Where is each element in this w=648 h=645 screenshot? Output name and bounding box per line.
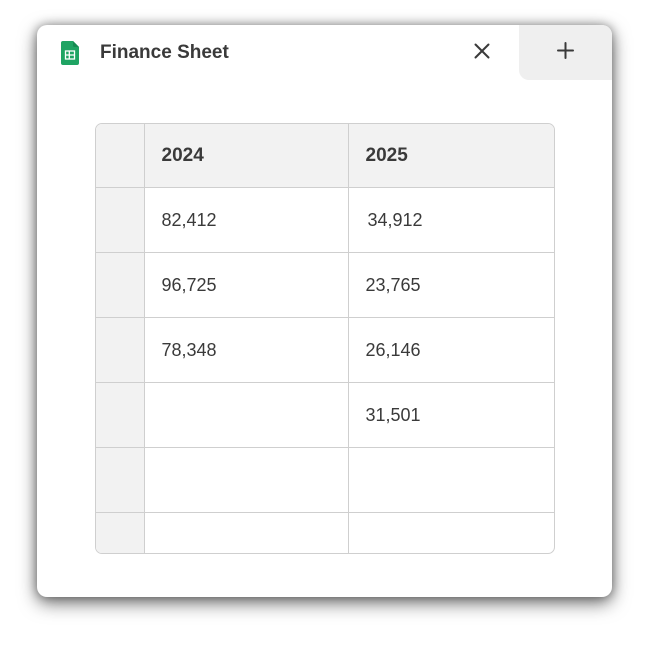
table-row: 31,501 xyxy=(96,382,554,448)
window-title: Finance Sheet xyxy=(100,42,229,63)
table-cell[interactable]: 31,501 xyxy=(348,382,554,448)
table-cell[interactable]: 78,348 xyxy=(144,317,349,383)
row-header[interactable] xyxy=(96,252,145,318)
table-row xyxy=(96,447,554,513)
table-cell[interactable]: 23,765 xyxy=(348,252,554,318)
header-row: 2024 2025 xyxy=(96,124,554,188)
table-cell[interactable] xyxy=(144,447,349,513)
table-cell[interactable]: 34,912 xyxy=(348,187,554,253)
table-cell[interactable] xyxy=(348,513,554,554)
close-icon xyxy=(474,43,490,64)
new-tab-button[interactable] xyxy=(519,25,612,80)
spreadsheet-grid: 2024 2025 82,412 34,912 96,725 23,765 78… xyxy=(95,123,555,554)
table-cell[interactable] xyxy=(144,382,349,448)
row-header[interactable] xyxy=(96,187,145,253)
data-table: 2024 2025 82,412 34,912 96,725 23,765 78… xyxy=(96,124,554,554)
row-header[interactable] xyxy=(96,447,145,513)
table-row xyxy=(96,512,554,554)
title-bar: Finance Sheet xyxy=(37,25,612,80)
column-header-2025[interactable]: 2025 xyxy=(348,124,554,188)
row-header[interactable] xyxy=(96,512,145,553)
table-row: 96,725 23,765 xyxy=(96,252,554,318)
close-button[interactable] xyxy=(467,38,497,68)
table-cell[interactable]: 26,146 xyxy=(348,317,554,383)
table-cell[interactable] xyxy=(144,512,349,553)
table-cell[interactable]: 82,412 xyxy=(144,187,349,253)
table-row: 78,348 26,146 xyxy=(96,317,554,383)
google-sheets-icon xyxy=(61,41,79,65)
row-header[interactable] xyxy=(96,382,145,448)
table-cell[interactable]: 96,725 xyxy=(144,252,349,318)
corner-cell[interactable] xyxy=(96,124,145,188)
finance-sheet-window: Finance Sheet xyxy=(37,25,612,597)
row-header[interactable] xyxy=(96,317,145,383)
plus-icon xyxy=(557,41,574,64)
table-cell[interactable] xyxy=(348,447,554,513)
table-row: 82,412 34,912 xyxy=(96,187,554,253)
column-header-2024[interactable]: 2024 xyxy=(144,124,349,188)
